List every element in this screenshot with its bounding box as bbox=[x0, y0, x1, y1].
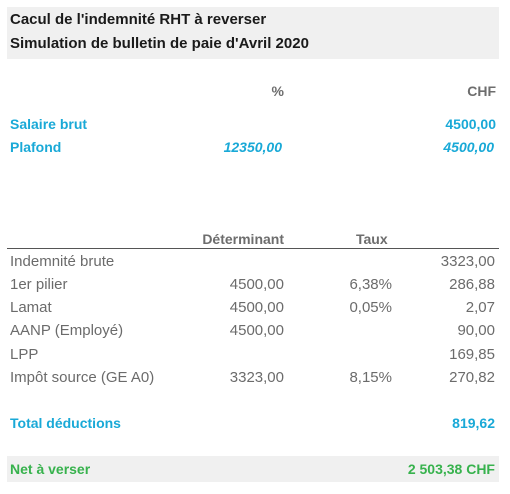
net-row-background bbox=[7, 456, 499, 482]
plafond-label: Plafond bbox=[10, 139, 62, 155]
title-header-box bbox=[7, 7, 499, 59]
table-row-amount: 169,85 bbox=[449, 346, 495, 363]
table-row-amount: 2,07 bbox=[465, 299, 495, 316]
percent-column-header: % bbox=[271, 83, 284, 99]
taux-column-header: Taux bbox=[356, 231, 388, 247]
table-row-label: Indemnité brute bbox=[10, 253, 115, 270]
table-row-label: 1er pilier bbox=[10, 276, 68, 293]
table-row-amount: 90,00 bbox=[457, 322, 495, 339]
table-row-taux: 0,05% bbox=[349, 299, 392, 316]
table-row-determinant: 4500,00 bbox=[229, 322, 284, 339]
table-row-label: Impôt source (GE A0) bbox=[10, 369, 155, 386]
table-row-label: Lamat bbox=[10, 299, 52, 316]
table-header-rule bbox=[7, 248, 499, 249]
table-row-determinant: 4500,00 bbox=[229, 299, 284, 316]
table-row-determinant: 3323,00 bbox=[229, 369, 284, 386]
chf-column-header: CHF bbox=[467, 83, 496, 99]
salaire-brut-chf: 4500,00 bbox=[445, 116, 496, 132]
table-row-amount: 3323,00 bbox=[440, 253, 495, 270]
table-row-taux: 8,15% bbox=[349, 369, 392, 386]
table-row-taux: 6,38% bbox=[349, 276, 392, 293]
salaire-brut-label: Salaire brut bbox=[10, 116, 88, 132]
document-subtitle: Simulation de bulletin de paie d'Avril 2… bbox=[10, 35, 309, 52]
table-row-label: LPP bbox=[10, 346, 39, 363]
plafond-percent-value: 12350,00 bbox=[223, 139, 282, 155]
plafond-chf: 4500,00 bbox=[443, 139, 494, 155]
document-title: Cacul de l'indemnité RHT à reverser bbox=[10, 11, 267, 28]
net-a-verser-amount: 2 503,38 CHF bbox=[407, 461, 495, 477]
table-row-determinant: 4500,00 bbox=[229, 276, 284, 293]
total-deductions-label: Total déductions bbox=[10, 415, 121, 431]
net-a-verser-label: Net à verser bbox=[10, 461, 91, 477]
table-row-amount: 286,88 bbox=[449, 276, 495, 293]
table-row-label: AANP (Employé) bbox=[10, 322, 124, 339]
total-deductions-amount: 819,62 bbox=[452, 415, 495, 431]
determinant-column-header: Déterminant bbox=[202, 231, 284, 247]
table-row-amount: 270,82 bbox=[449, 369, 495, 386]
